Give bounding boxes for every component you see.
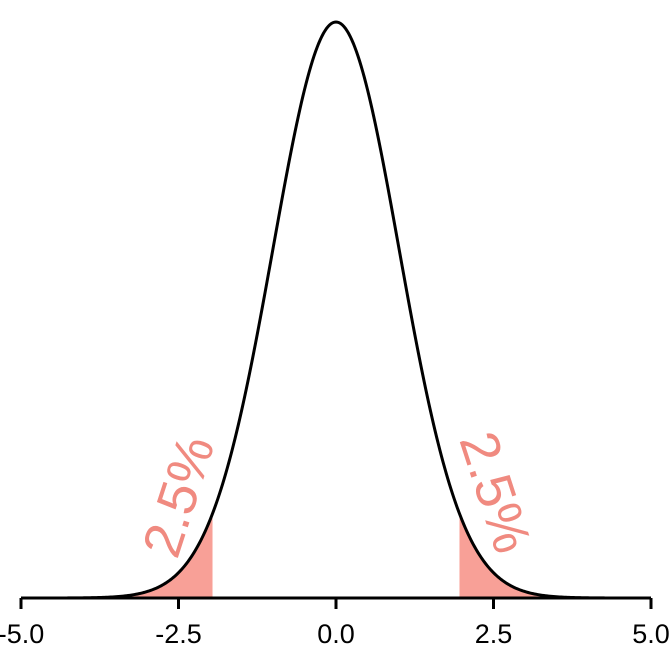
x-tick-label: 2.5 xyxy=(475,619,513,649)
x-axis-ticks: -5.0 -2.5 0.0 2.5 5.0 xyxy=(0,598,670,649)
x-tick-label: 0.0 xyxy=(317,619,355,649)
x-tick-label: 5.0 xyxy=(632,619,670,649)
x-tick-label: -5.0 xyxy=(0,619,44,649)
density-curve xyxy=(21,20,651,600)
shaded-tails xyxy=(21,513,651,598)
right-tail-region xyxy=(459,513,651,598)
x-tick-label: -2.5 xyxy=(155,619,202,649)
left-tail-region xyxy=(21,513,213,598)
